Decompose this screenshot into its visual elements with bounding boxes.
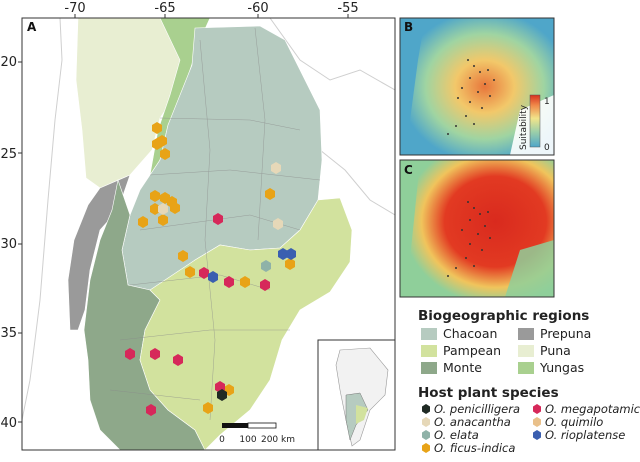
y-tick-label: 25 bbox=[0, 147, 17, 162]
occurrence-o-megapotamica bbox=[260, 279, 270, 291]
panel-label-c: C bbox=[404, 163, 413, 177]
panel-label-b: B bbox=[404, 20, 413, 34]
suitability-map-c bbox=[400, 160, 554, 297]
scale-label: 200 km bbox=[261, 435, 295, 445]
regions-legend: Biogeographic regions Chacoan Pampean Mo… bbox=[418, 308, 591, 375]
occurrence-o-ficus-indica bbox=[185, 266, 195, 278]
legend-label-o-ficus-indica: O. ficus-indica bbox=[434, 441, 515, 455]
occurrence-o-megapotamica bbox=[199, 267, 209, 279]
suitability-max-label: 1 bbox=[544, 97, 550, 107]
occurrence-o-megapotamica bbox=[150, 348, 160, 360]
legend-hex-o-ficus-indica bbox=[422, 443, 430, 453]
main-map: 0 100 200 km bbox=[22, 18, 395, 450]
legend-hex-o-elata bbox=[422, 430, 430, 440]
legend-hex-o-rioplatense bbox=[533, 430, 541, 440]
x-tick-label: -65 bbox=[154, 1, 175, 16]
legend-label-pampean: Pampean bbox=[443, 343, 501, 358]
suitability-title: Suitability bbox=[519, 104, 529, 150]
legend-label-o-anacantha: O. anacantha bbox=[434, 415, 511, 429]
y-tick-label: 40 bbox=[0, 416, 17, 431]
occurrence-o-ficus-indica bbox=[150, 203, 160, 215]
occurrence-o-ficus-indica bbox=[150, 190, 160, 202]
legend-swatch-chacoan bbox=[421, 328, 437, 340]
x-tick-label: -55 bbox=[337, 1, 358, 16]
occurrence-o-rioplatense bbox=[208, 271, 218, 283]
y-tick-label: 20 bbox=[0, 55, 17, 70]
species-legend-title: Host plant species bbox=[418, 385, 559, 401]
legend-swatch-yungas bbox=[518, 362, 534, 374]
occurrence-o-ficus-indica bbox=[152, 138, 162, 150]
occurrence-o-ficus-indica bbox=[170, 202, 180, 214]
occurrence-o-megapotamica bbox=[224, 276, 234, 288]
legend-swatch-pampean bbox=[421, 345, 437, 357]
occurrence-o-ficus-indica bbox=[240, 276, 250, 288]
regions-legend-title: Biogeographic regions bbox=[418, 308, 589, 324]
legend-label-o-elata: O. elata bbox=[434, 428, 479, 442]
occurrence-o-megapotamica bbox=[213, 213, 223, 225]
occurrence-o-ficus-indica bbox=[203, 402, 213, 414]
x-axis: -70 -65 -60 -55 bbox=[64, 1, 359, 18]
occurrence-o-ficus-indica bbox=[138, 216, 148, 228]
suitability-map-b: 1 0 Suitability bbox=[400, 18, 554, 155]
occurrence-o-anacantha bbox=[271, 162, 281, 174]
occurrence-o-ficus-indica bbox=[285, 258, 295, 270]
legend-label-chacoan: Chacoan bbox=[443, 326, 497, 341]
legend-hex-o-anacantha bbox=[422, 417, 430, 427]
legend-label-puna: Puna bbox=[540, 343, 571, 358]
x-tick-label: -70 bbox=[64, 1, 85, 16]
occurrence-o-penicilligera bbox=[217, 389, 227, 401]
y-tick-label: 35 bbox=[0, 326, 17, 341]
occurrence-o-ficus-indica bbox=[160, 148, 170, 160]
legend-label-o-rioplatense: O. rioplatense bbox=[545, 428, 625, 442]
region-pampean bbox=[139, 197, 353, 450]
legend-hex-o-penicilligera bbox=[422, 404, 430, 414]
occurrence-points bbox=[125, 122, 296, 416]
y-axis: 20 25 30 35 40 bbox=[0, 55, 22, 431]
x-tick-label: -60 bbox=[247, 1, 268, 16]
occurrence-o-rioplatense bbox=[286, 248, 296, 260]
occurrence-o-anacantha bbox=[158, 203, 168, 215]
occurrence-o-rioplatense bbox=[278, 248, 288, 260]
scale-bar: 0 100 200 km bbox=[219, 422, 295, 445]
legend-label-yungas: Yungas bbox=[539, 360, 584, 375]
suitability-min-label: 0 bbox=[544, 143, 550, 153]
occurrence-o-anacantha bbox=[273, 218, 283, 230]
occurrence-o-megapotamica bbox=[146, 404, 156, 416]
occurrence-o-ficus-indica bbox=[178, 250, 188, 262]
occurrence-o-ficus-indica bbox=[152, 122, 162, 134]
legend-label-o-megapotamica: O. megapotamica bbox=[545, 402, 640, 416]
inset-map bbox=[317, 339, 395, 450]
species-legend: Host plant species O. penicilligera O. a… bbox=[418, 385, 640, 455]
scale-label: 100 bbox=[239, 435, 256, 445]
legend-swatch-monte bbox=[421, 362, 437, 374]
legend-swatch-prepuna bbox=[518, 328, 534, 340]
scale-label: 0 bbox=[219, 435, 225, 445]
legend-swatch-puna bbox=[518, 345, 534, 357]
panel-label-a: A bbox=[27, 20, 37, 34]
legend-label-o-quimilo: O. quimilo bbox=[545, 415, 603, 429]
occurrence-o-megapotamica bbox=[125, 348, 135, 360]
occurrence-o-ficus-indica bbox=[158, 214, 168, 226]
legend-hex-o-megapotamica bbox=[533, 404, 541, 414]
occurrence-o-ficus-indica bbox=[265, 188, 275, 200]
legend-label-o-penicilligera: O. penicilligera bbox=[434, 402, 520, 416]
legend-label-prepuna: Prepuna bbox=[540, 326, 591, 341]
legend-hex-o-quimilo bbox=[533, 417, 541, 427]
legend-label-monte: Monte bbox=[443, 360, 482, 375]
occurrence-o-megapotamica bbox=[173, 354, 183, 366]
y-tick-label: 30 bbox=[0, 237, 17, 252]
occurrence-o-elata bbox=[261, 260, 271, 272]
